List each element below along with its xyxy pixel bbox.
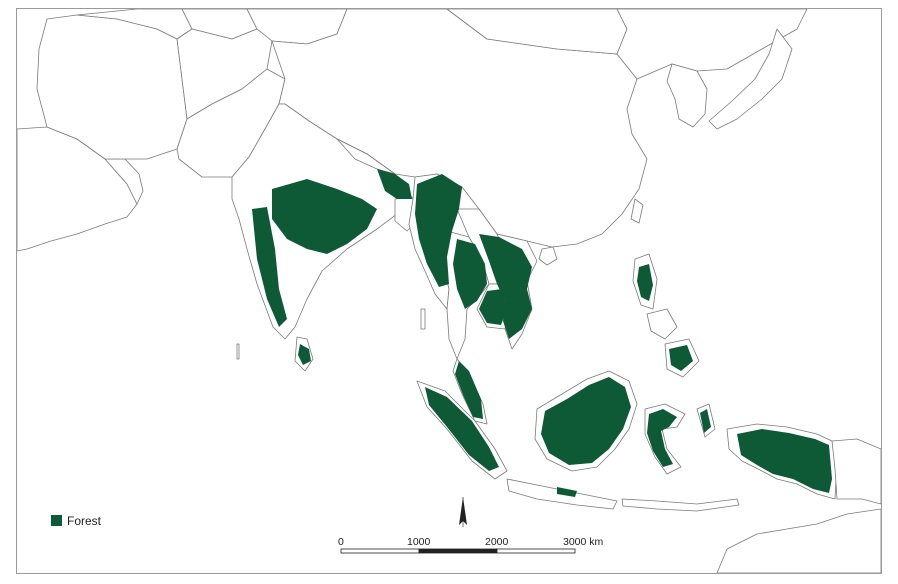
- scale-tick-1000: 1000: [407, 536, 431, 548]
- north-arrow-icon: [459, 497, 467, 527]
- png-east: [831, 438, 881, 505]
- legend-forest-label: Forest: [67, 514, 102, 528]
- forest-sumatra: [425, 387, 499, 471]
- forest-java: [557, 487, 577, 497]
- forest-layer: [252, 169, 832, 497]
- forest-borneo: [541, 377, 631, 465]
- scale-tick-2000: 2000: [485, 536, 509, 548]
- forest-thailand: [453, 239, 487, 309]
- australia: [716, 508, 881, 573]
- hainan: [538, 246, 558, 266]
- forest-sri-lanka: [298, 344, 311, 365]
- forest-malay: [455, 361, 483, 419]
- forest-cambodia: [479, 289, 507, 325]
- scale-bar: 0 1000 2000 3000 km: [338, 536, 604, 554]
- andaman: [420, 308, 426, 330]
- scale-bar-segment-3: [496, 548, 576, 554]
- forest-india-northeast: [377, 169, 412, 199]
- maldives: [236, 343, 240, 360]
- taiwan: [630, 198, 644, 224]
- japan: [708, 28, 793, 130]
- scale-tick-3000: 3000 km: [563, 536, 604, 548]
- forest-mindanao: [669, 345, 693, 371]
- forest-sulawesi: [647, 409, 677, 467]
- scale-bar-segment-1: [340, 548, 420, 554]
- map-frame: 0 1000 2000 3000 km Forest: [16, 8, 882, 574]
- philippines-visayas: [646, 308, 678, 340]
- forest-myanmar: [415, 174, 462, 287]
- korea: [666, 63, 708, 128]
- forest-maluku: [700, 409, 711, 433]
- legend-forest-swatch: [51, 515, 62, 526]
- scale-tick-0: 0: [338, 536, 344, 548]
- legend: Forest: [51, 514, 102, 528]
- map-canvas: 0 1000 2000 3000 km Forest: [17, 9, 881, 573]
- forest-new-guinea: [737, 429, 832, 493]
- country-borders: [17, 9, 881, 573]
- lesser-sunda: [621, 498, 740, 512]
- scale-bar-segment-2: [418, 548, 498, 554]
- forest-india-central: [272, 179, 377, 254]
- forest-india-west: [252, 207, 287, 327]
- forest-laos-vietnam: [479, 234, 532, 339]
- forest-luzon: [637, 264, 653, 301]
